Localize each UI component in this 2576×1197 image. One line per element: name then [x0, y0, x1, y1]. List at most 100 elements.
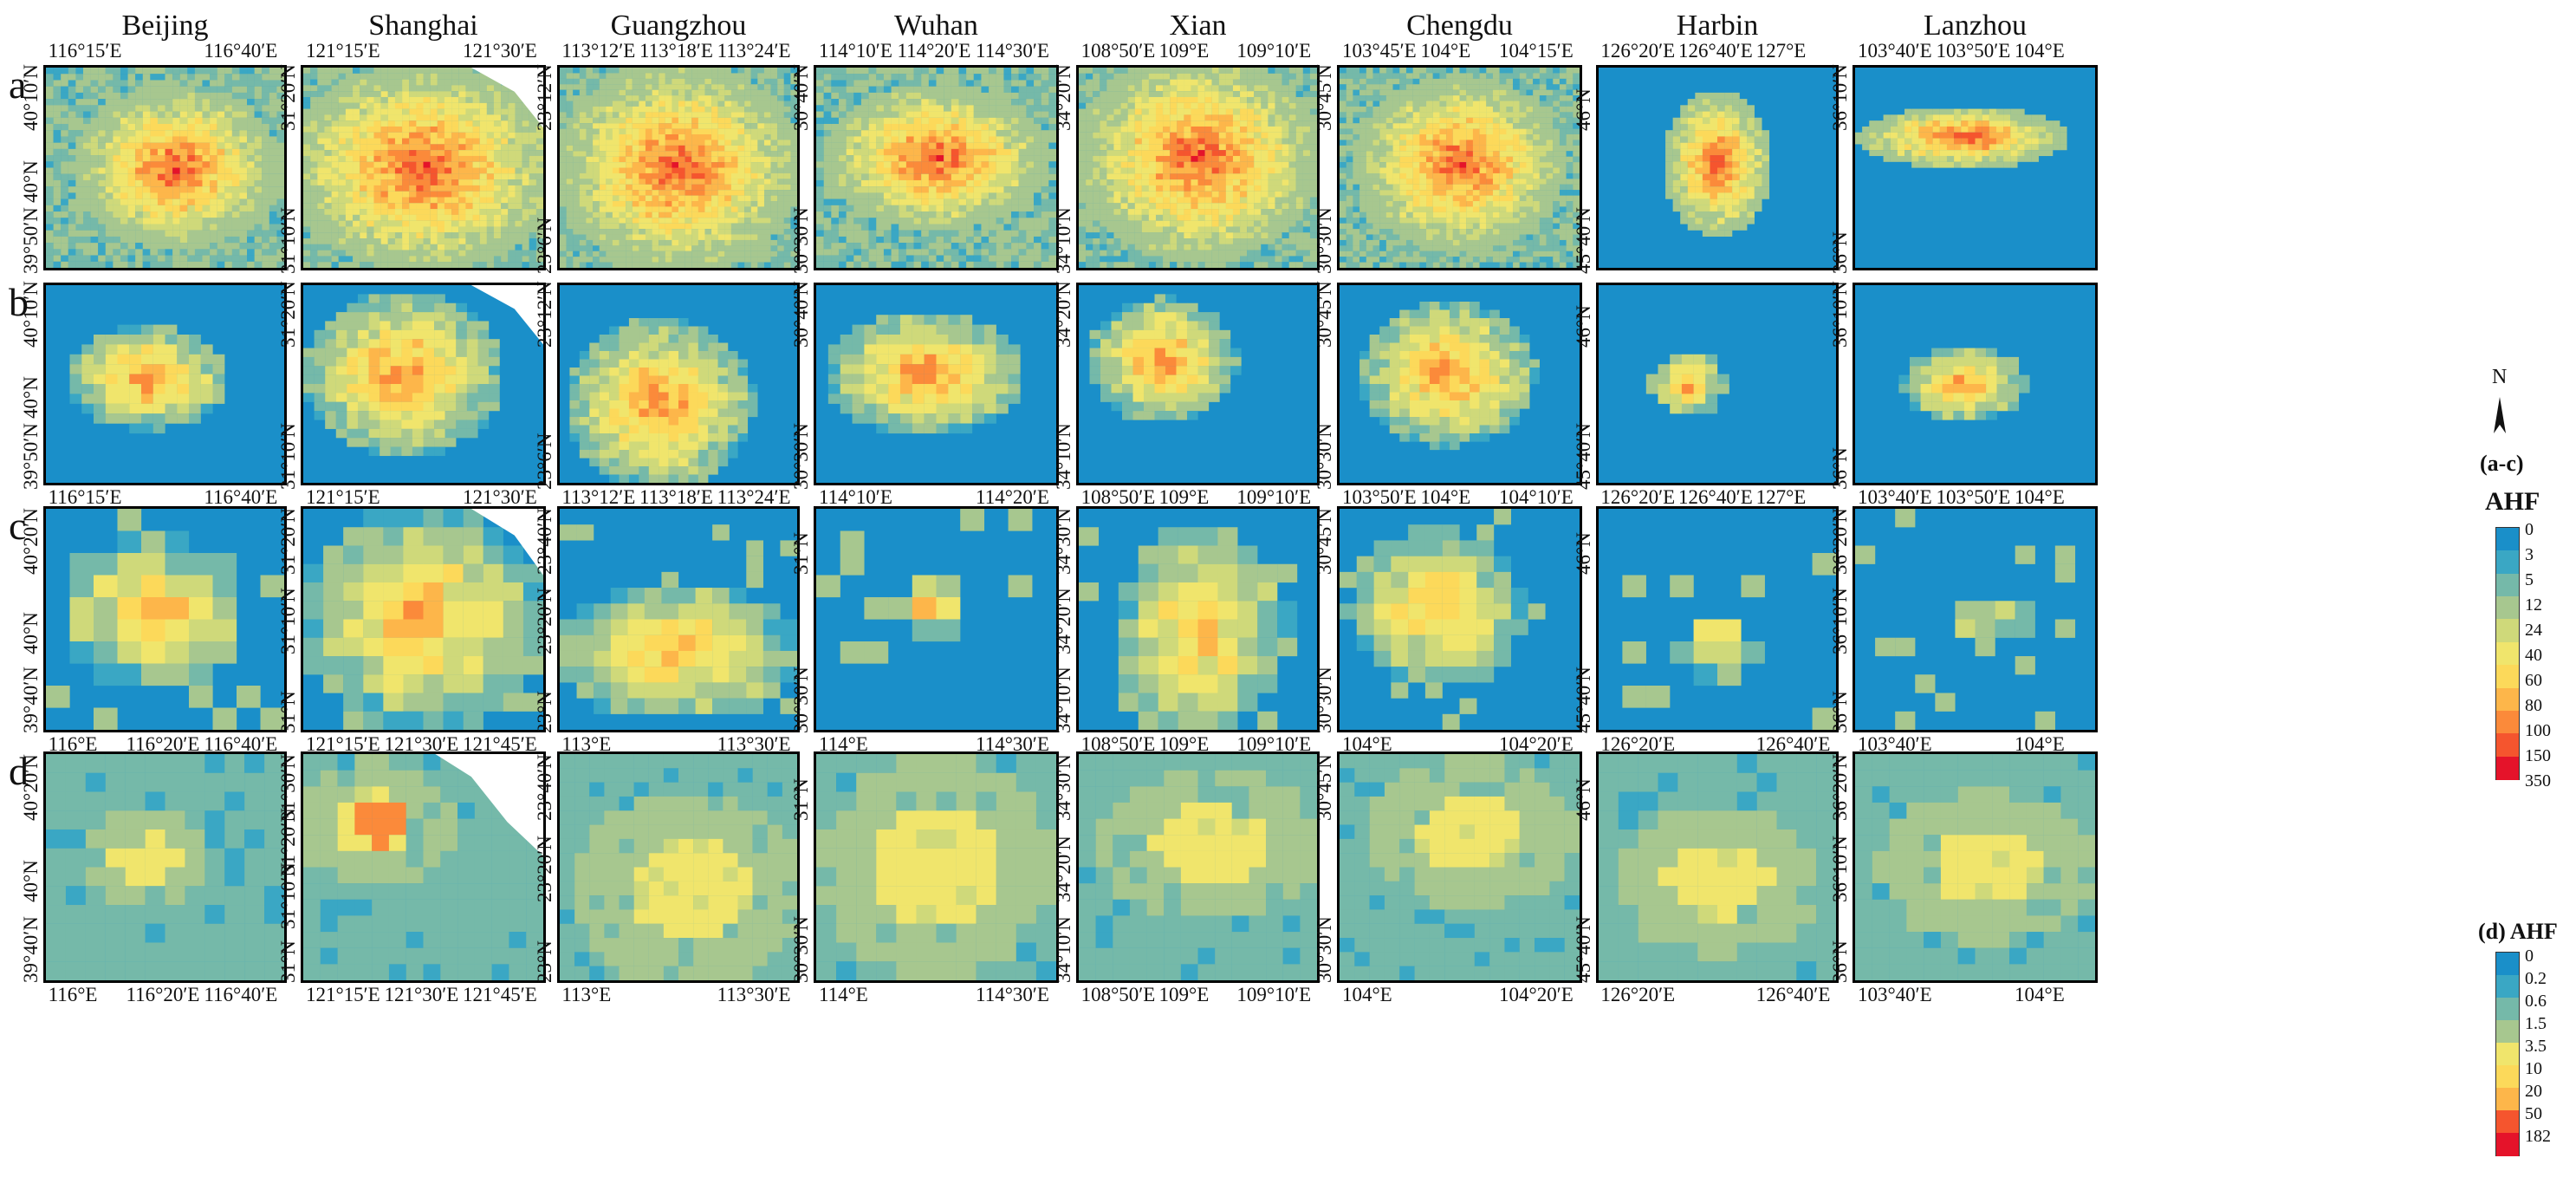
- tick-c_bottom-6-0: 126°20′E: [1600, 733, 1676, 755]
- legend-ac-value: 150: [2525, 746, 2551, 765]
- raster-d-2: [560, 754, 797, 980]
- tick-left_c-0-0: 40°20′N: [20, 508, 42, 576]
- tick-left_d-7-0: 36°20′N: [1829, 754, 1851, 822]
- tick-left_d-3-1: 30°30′N: [790, 916, 812, 983]
- tick-top-6-0: 126°20′E: [1600, 40, 1676, 62]
- map-panel-c-guangzhou: [557, 506, 800, 732]
- legend-ac-value: 80: [2525, 696, 2542, 715]
- tick-d_bottom-1-1: 121°30′E: [384, 984, 459, 1005]
- map-panel-d-xian: [1076, 751, 1320, 983]
- map-panel-b-chengdu: [1337, 283, 1582, 485]
- tick-c_bottom-2-1: 113°30′E: [717, 733, 791, 755]
- raster-a-7: [1855, 108, 2067, 168]
- tick-c_bottom-7-1: 104°E: [2015, 733, 2065, 755]
- legend-ac-swatch: [2496, 687, 2519, 712]
- tick-left_d-0-2: 39°40′N: [20, 916, 42, 983]
- city-title-beijing: Beijing: [121, 10, 209, 42]
- city-title-chengdu: Chengdu: [1406, 10, 1513, 42]
- legend-ac-value: 5: [2525, 570, 2534, 589]
- tick-b_bottom-6-2: 127°E: [1755, 486, 1807, 508]
- map-panel-a-guangzhou: [557, 65, 800, 270]
- legend-ac-swatch: [2496, 733, 2519, 758]
- tick-left_a-2-1: 23°6′N: [534, 218, 555, 275]
- tick-left_d-6-1: 45°40′N: [1573, 916, 1594, 983]
- tick-left_a-0-2: 39°50′N: [20, 207, 42, 275]
- legend-ac-swatch: [2496, 550, 2519, 575]
- legend-ac-value: 60: [2525, 671, 2542, 690]
- raster-a-5: [1340, 68, 1580, 268]
- raster-b-6: [1645, 354, 1729, 414]
- legend-ac-title: (a-c): [2480, 451, 2524, 476]
- legend-d-value: 50: [2525, 1104, 2542, 1123]
- legend-ac-value: 0: [2525, 520, 2534, 539]
- tick-d_bottom-0-2: 116°40′E: [204, 984, 278, 1005]
- tick-d_bottom-0-0: 116°E: [48, 984, 98, 1005]
- tick-left_d-0-0: 40°20′N: [20, 754, 42, 822]
- tick-d_bottom-7-0: 103°40′E: [1857, 984, 1932, 1005]
- raster-a-6: [1665, 92, 1770, 237]
- tick-left_c-3-0: 31°N: [790, 532, 812, 576]
- tick-left_d-2-0: 23°40′N: [534, 754, 555, 822]
- tick-left_d-4-1: 34°20′N: [1053, 835, 1074, 902]
- tick-left_a-6-1: 45°40′N: [1573, 207, 1594, 275]
- tick-left_a-3-0: 30°40′N: [790, 63, 812, 131]
- tick-left_d-0-1: 40°N: [20, 859, 42, 902]
- tick-c_bottom-0-2: 116°40′E: [204, 733, 278, 755]
- tick-left_a-4-1: 34°10′N: [1053, 207, 1074, 275]
- legend-ac-value: 3: [2525, 545, 2534, 564]
- raster-c-3: [816, 509, 1033, 664]
- raster-c-4: [1079, 527, 1298, 730]
- tick-left_b-1-1: 31°10′N: [277, 423, 299, 490]
- tick-left_a-2-0: 23°12′N: [534, 63, 555, 131]
- legend-ac-bar: [2495, 527, 2520, 780]
- map-panel-c-xian: [1076, 506, 1320, 732]
- tick-d_bottom-4-1: 109°E: [1158, 984, 1210, 1005]
- tick-left_a-4-0: 34°20′N: [1053, 63, 1074, 131]
- tick-left_a-5-1: 30°30′N: [1314, 207, 1335, 275]
- tick-top-0-0: 116°15′E: [48, 40, 122, 62]
- tick-left_b-7-0: 36°10′N: [1829, 281, 1851, 348]
- map-panel-b-harbin: [1596, 283, 1839, 485]
- map-panel-a-xian: [1076, 65, 1320, 270]
- legend-d-swatch: [2496, 975, 2519, 999]
- tick-c_bottom-1-1: 121°30′E: [384, 733, 459, 755]
- legend-ac-swatch: [2496, 710, 2519, 735]
- legend-d-value: 20: [2525, 1082, 2542, 1101]
- map-panel-b-wuhan: [814, 283, 1059, 485]
- tick-b_bottom-3-1: 114°20′E: [976, 486, 1049, 508]
- legend-d-swatch: [2496, 1088, 2519, 1111]
- raster-d-6: [1599, 754, 1836, 980]
- map-panel-d-lanzhou: [1853, 751, 2098, 983]
- tick-left_b-0-1: 40°N: [20, 376, 42, 419]
- map-panel-a-beijing: [43, 65, 287, 270]
- row-label-b: b: [9, 280, 29, 324]
- tick-left_c-5-1: 30°30′N: [1314, 667, 1335, 733]
- tick-c_bottom-5-0: 104°E: [1341, 733, 1392, 755]
- tick-left_c-1-2: 31°N: [277, 691, 299, 733]
- legend-ac-swatch: [2496, 756, 2519, 780]
- legend-d-swatch: [2496, 1065, 2519, 1089]
- legend-ac-swatch: [2496, 573, 2519, 598]
- tick-left_b-0-0: 40°10′N: [20, 281, 42, 348]
- raster-d-7: [1855, 754, 2095, 980]
- tick-top-5-2: 104°15′E: [1499, 40, 1574, 62]
- tick-d_bottom-1-0: 121°15′E: [305, 984, 380, 1005]
- raster-a-1: [303, 68, 543, 268]
- tick-top-4-0: 108°50′E: [1080, 40, 1156, 62]
- legend-ac-value: 12: [2525, 595, 2542, 615]
- tick-top-6-1: 126°40′E: [1678, 40, 1753, 62]
- tick-top-2-0: 113°12′E: [561, 40, 636, 62]
- tick-top-3-0: 114°10′E: [818, 40, 892, 62]
- tick-c_bottom-4-1: 109°E: [1158, 733, 1210, 755]
- tick-b_bottom-1-0: 121°15′E: [305, 486, 380, 508]
- tick-b_bottom-1-1: 121°30′E: [463, 486, 537, 508]
- tick-b_bottom-5-0: 103°50′E: [1341, 486, 1417, 508]
- tick-left_b-0-2: 39°50′N: [20, 423, 42, 490]
- tick-left_d-7-2: 36°N: [1829, 940, 1851, 983]
- tick-left_b-4-1: 34°10′N: [1053, 423, 1074, 490]
- legend-ac-value: 350: [2525, 771, 2551, 790]
- legend-d-value: 182: [2525, 1127, 2551, 1146]
- tick-left_c-2-0: 23°40′N: [534, 508, 555, 576]
- tick-c_bottom-3-0: 114°E: [818, 733, 868, 755]
- legend-d-value: 1.5: [2525, 1014, 2547, 1033]
